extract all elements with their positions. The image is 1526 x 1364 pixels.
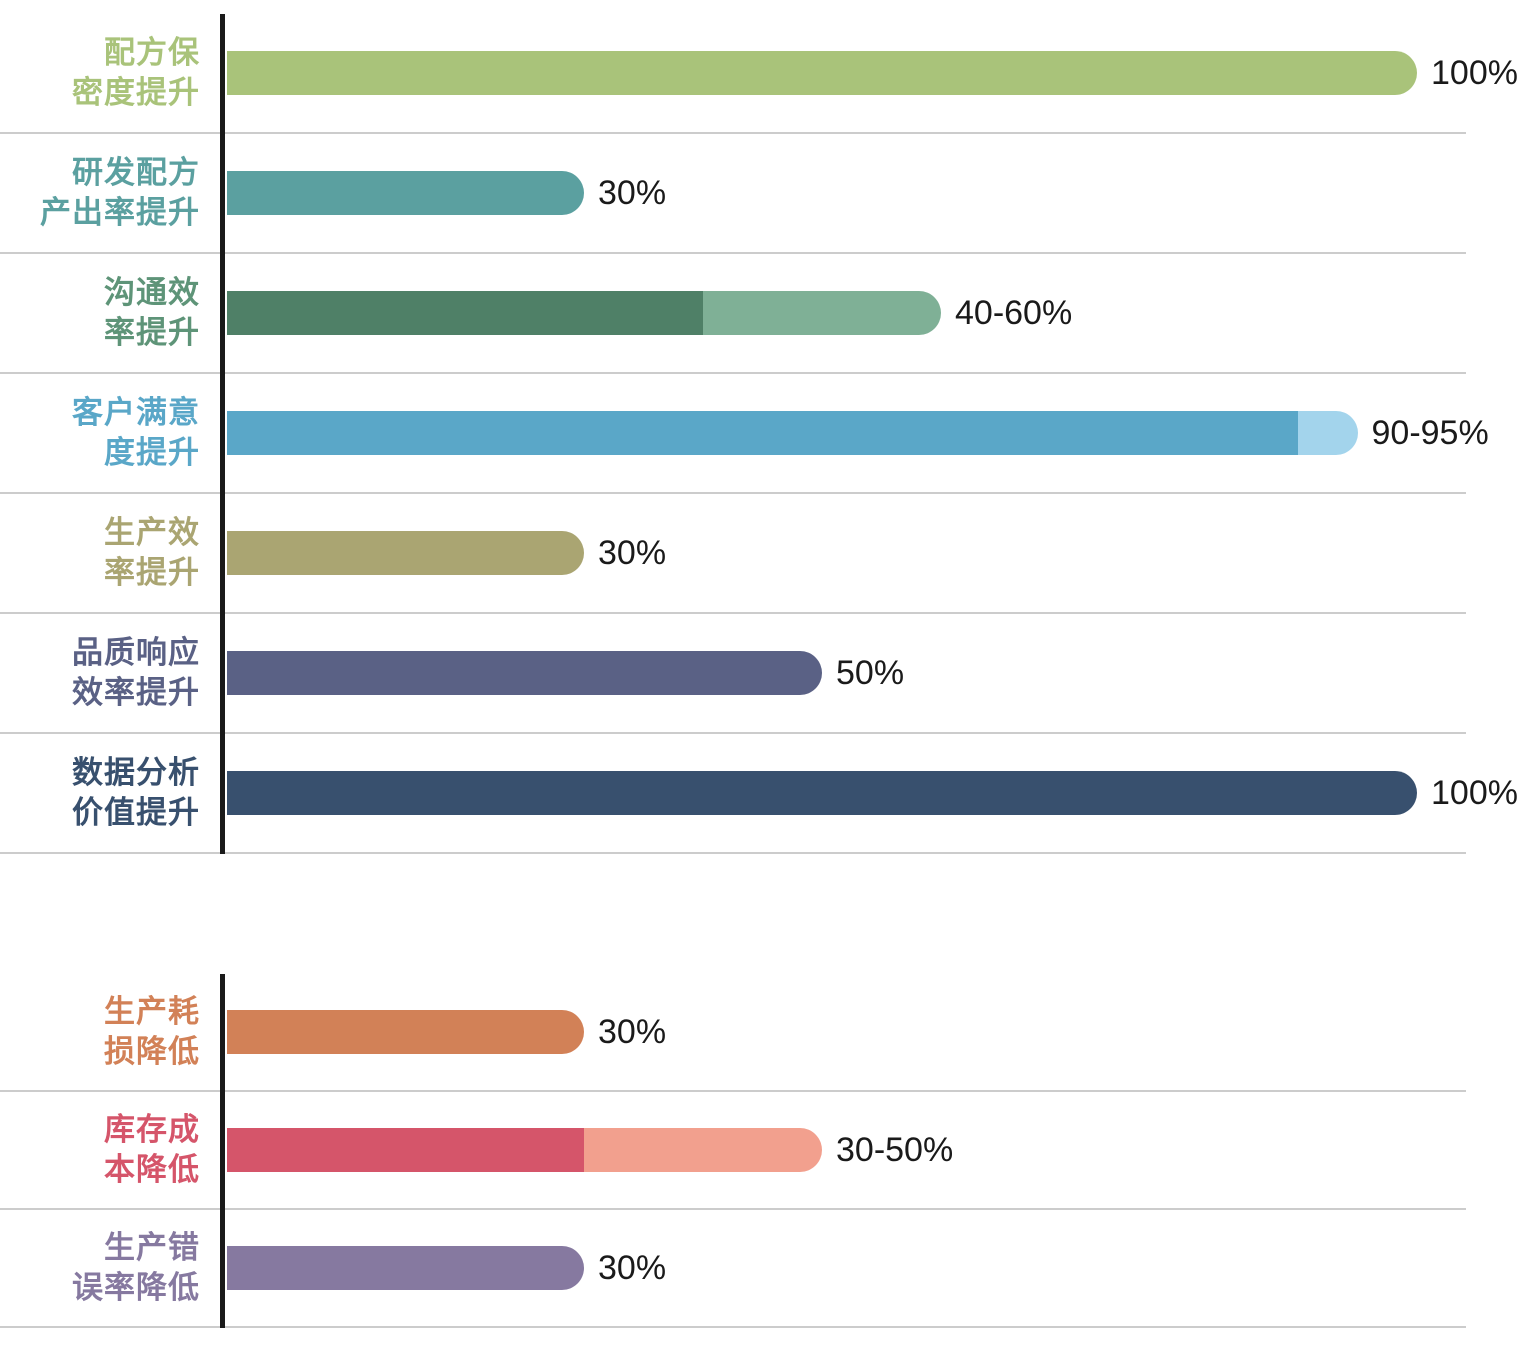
axis-line <box>220 14 225 854</box>
chart-row: 品质响应 效率提升 50% <box>0 614 1466 734</box>
row-label-line: 损降低 <box>104 1034 200 1069</box>
chart-group-improvements: 配方保 密度提升 100% 研发配方 产出率提升 30% 沟通效 率提升 <box>0 14 1518 854</box>
row-label-line: 生产效 <box>104 515 200 550</box>
row-label-line: 度提升 <box>104 435 200 470</box>
bar-area: 100% <box>222 771 1518 815</box>
axis-line <box>220 974 225 1328</box>
row-label: 客户满意 度提升 <box>0 393 222 473</box>
row-label-line: 客户满意 <box>72 395 200 430</box>
bar <box>227 1128 822 1172</box>
row-label-line: 沟通效 <box>104 275 200 310</box>
row-label-line: 价值提升 <box>72 795 200 830</box>
bar-segment-main <box>227 171 584 215</box>
value-label: 30-50% <box>836 1130 954 1169</box>
bar-area: 30% <box>222 1246 1466 1290</box>
bar <box>227 171 584 215</box>
bar-segment-main <box>227 651 822 695</box>
row-label: 库存成 本降低 <box>0 1110 222 1190</box>
row-label: 生产耗 损降低 <box>0 992 222 1072</box>
bar <box>227 1010 584 1054</box>
value-label: 30% <box>598 533 667 572</box>
bar-segment-range-extension <box>584 1128 822 1172</box>
bar-segment-main <box>227 531 584 575</box>
bar-segment-main <box>227 1128 584 1172</box>
row-label-line: 误率降低 <box>72 1270 200 1305</box>
value-label: 30% <box>598 173 667 212</box>
bar-area: 30% <box>222 531 1466 575</box>
bar-segment-range-extension <box>1298 411 1358 455</box>
row-label-line: 率提升 <box>104 555 200 590</box>
row-label-line: 生产错 <box>104 1230 200 1265</box>
bar <box>227 531 584 575</box>
chart-row: 沟通效 率提升 40-60% <box>0 254 1466 374</box>
value-label: 100% <box>1431 53 1518 92</box>
bar-area: 50% <box>222 651 1466 695</box>
chart-group-reductions: 生产耗 损降低 30% 库存成 本降低 30-50% 生产错 误率降低 <box>0 974 1466 1328</box>
bar-segment-main <box>227 411 1298 455</box>
bar-area: 30% <box>222 171 1466 215</box>
bar-segment-main <box>227 771 1417 815</box>
row-label: 沟通效 率提升 <box>0 273 222 353</box>
row-label-line: 研发配方 <box>72 155 200 190</box>
row-label: 品质响应 效率提升 <box>0 633 222 713</box>
chart-row: 研发配方 产出率提升 30% <box>0 134 1466 254</box>
bar-area: 30% <box>222 1010 1466 1054</box>
bar-segment-main <box>227 51 1417 95</box>
row-label-line: 密度提升 <box>72 75 200 110</box>
row-label-line: 率提升 <box>104 315 200 350</box>
row-label-line: 数据分析 <box>72 755 200 790</box>
row-label: 研发配方 产出率提升 <box>0 153 222 233</box>
row-label: 生产效 率提升 <box>0 513 222 593</box>
bar-segment-main <box>227 1246 584 1290</box>
bar-area: 100% <box>222 51 1518 95</box>
row-label-line: 配方保 <box>104 35 200 70</box>
row-label-line: 库存成 <box>104 1112 200 1147</box>
value-label: 30% <box>598 1012 667 1051</box>
row-label: 数据分析 价值提升 <box>0 753 222 833</box>
row-label: 生产错 误率降低 <box>0 1228 222 1308</box>
row-label-line: 产出率提升 <box>40 195 200 230</box>
chart-row: 数据分析 价值提升 100% <box>0 734 1518 854</box>
value-label: 30% <box>598 1248 667 1287</box>
row-label: 配方保 密度提升 <box>0 33 222 113</box>
row-label-line: 生产耗 <box>104 994 200 1029</box>
bar-area: 40-60% <box>222 291 1466 335</box>
bar-area: 90-95% <box>222 411 1489 455</box>
bar <box>227 51 1417 95</box>
row-label-line: 品质响应 <box>72 635 200 670</box>
chart-row: 生产耗 损降低 30% <box>0 974 1466 1092</box>
chart-row: 客户满意 度提升 90-95% <box>0 374 1489 494</box>
bar <box>227 1246 584 1290</box>
value-label: 90-95% <box>1371 413 1489 452</box>
value-label: 40-60% <box>955 293 1073 332</box>
chart-row: 生产错 误率降低 30% <box>0 1210 1466 1328</box>
row-label-line: 效率提升 <box>72 675 200 710</box>
value-label: 50% <box>836 653 905 692</box>
chart-row: 配方保 密度提升 100% <box>0 14 1518 134</box>
chart-row: 库存成 本降低 30-50% <box>0 1092 1466 1210</box>
chart-row: 生产效 率提升 30% <box>0 494 1466 614</box>
row-label-line: 本降低 <box>104 1152 200 1187</box>
value-label: 100% <box>1431 773 1518 812</box>
bar <box>227 411 1358 455</box>
bar <box>227 291 941 335</box>
bar-area: 30-50% <box>222 1128 1466 1172</box>
bar <box>227 651 822 695</box>
bar-segment-main <box>227 1010 584 1054</box>
bar-segment-range-extension <box>703 291 941 335</box>
bar <box>227 771 1417 815</box>
bar-segment-main <box>227 291 703 335</box>
